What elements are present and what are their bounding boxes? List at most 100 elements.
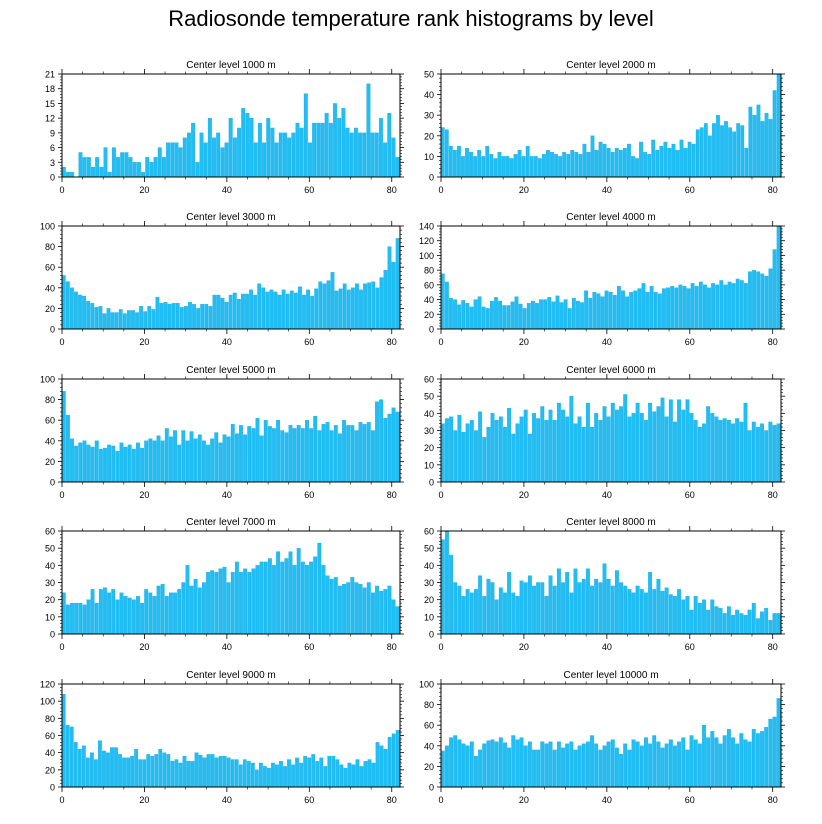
histogram-bar — [245, 113, 250, 178]
histogram-bar — [184, 306, 188, 330]
histogram-bar — [249, 117, 254, 178]
histogram-bar — [548, 409, 553, 483]
histogram-bar — [284, 432, 289, 483]
histogram-bar — [664, 587, 669, 635]
histogram-bar — [328, 122, 333, 178]
histogram-bar — [537, 158, 542, 178]
histogram-bar — [706, 737, 711, 788]
histogram-bar — [598, 141, 603, 178]
histogram-bar — [453, 582, 458, 635]
histogram-bar — [645, 292, 650, 330]
histogram-bar — [515, 596, 520, 635]
histogram-bar — [173, 592, 177, 635]
histogram-bar — [150, 755, 155, 788]
histogram-bar — [540, 582, 545, 635]
histogram-bar — [527, 575, 532, 635]
histogram-bar — [249, 289, 253, 330]
histogram-bar — [358, 422, 363, 483]
histogram-bar — [253, 142, 258, 178]
histogram-bar — [511, 433, 516, 483]
histogram-bar — [751, 729, 756, 788]
histogram-bar — [639, 141, 643, 178]
histogram-bar — [612, 295, 617, 330]
histogram-bar — [212, 137, 216, 178]
histogram-bar — [203, 142, 208, 178]
histogram-bar — [635, 158, 639, 178]
histogram-bar — [346, 582, 351, 635]
y-tick-label: 30 — [424, 111, 434, 121]
histogram-bar — [130, 755, 134, 788]
histogram-bar — [289, 290, 294, 330]
histogram-bar — [107, 171, 112, 178]
histogram-bar — [573, 423, 578, 483]
histogram-bar — [383, 142, 388, 178]
x-tick-label: 20 — [519, 795, 529, 805]
histogram-bar — [507, 408, 512, 483]
histogram-bar — [366, 422, 371, 483]
histogram-bar — [169, 436, 173, 483]
histogram-bar — [218, 755, 223, 788]
histogram-bar — [670, 286, 675, 330]
histogram-bar — [375, 585, 379, 635]
histogram-bar — [86, 301, 91, 330]
histogram-bar — [548, 741, 553, 788]
y-tick-label: 100 — [40, 222, 55, 232]
histogram-bar — [485, 145, 490, 178]
histogram-bar — [343, 767, 348, 788]
histogram-bar — [257, 283, 262, 330]
x-tick-label: 20 — [139, 185, 149, 195]
histogram-bar — [469, 306, 474, 330]
histogram-bar — [193, 438, 198, 483]
histogram-bar — [440, 750, 445, 788]
y-tick-label: 40 — [424, 409, 434, 419]
histogram-bar — [222, 566, 227, 635]
histogram-bar — [159, 303, 164, 330]
histogram-bar — [722, 418, 727, 483]
histogram-bar — [461, 596, 466, 635]
histogram-bar — [544, 420, 549, 483]
histogram-bar — [656, 406, 661, 483]
panel-title: Center level 10000 m — [563, 670, 658, 681]
histogram-bar — [703, 123, 708, 178]
x-tick-label: 60 — [685, 490, 695, 500]
histogram-bar — [469, 420, 474, 483]
panel-1: Center level 1000 m 0 3 6 9 12 15 18 21 0 20 40 60 80 — [45, 60, 404, 195]
histogram-bar — [673, 596, 677, 635]
histogram-bar — [387, 413, 392, 483]
histogram-bar — [582, 143, 587, 178]
histogram-bar — [272, 428, 276, 483]
histogram-bar — [571, 297, 576, 330]
histogram-bar — [285, 293, 290, 330]
y-tick-label: 30 — [45, 578, 55, 588]
y-tick-label: 80 — [424, 266, 434, 276]
histogram-bar — [652, 735, 657, 788]
histogram-bar — [291, 132, 296, 178]
histogram-bar — [577, 416, 582, 483]
histogram-bar — [637, 288, 642, 330]
histogram-bar — [234, 433, 239, 483]
histogram-bar — [776, 225, 781, 330]
histogram-bar — [510, 301, 515, 330]
histogram-bar — [314, 288, 319, 330]
histogram-bar — [123, 596, 128, 635]
histogram-bar — [748, 106, 753, 178]
histogram-bar — [655, 150, 660, 178]
histogram-bar — [703, 284, 707, 330]
histogram-bar — [664, 743, 669, 788]
histogram-bar — [643, 152, 647, 178]
histogram-bar — [710, 413, 715, 483]
histogram-bar — [440, 423, 445, 483]
x-tick-label: 60 — [685, 642, 695, 652]
histogram-bar — [707, 287, 711, 330]
histogram-bar — [255, 565, 260, 635]
histogram-bar — [161, 157, 166, 178]
y-tick-label: 0 — [429, 630, 434, 640]
histogram-bar — [453, 735, 458, 788]
histogram-bar — [317, 430, 322, 483]
histogram-bar — [648, 572, 653, 635]
histogram-bar — [78, 442, 83, 483]
histogram-bar — [310, 295, 315, 330]
histogram-bar — [735, 609, 740, 635]
histogram-bar — [335, 759, 340, 788]
